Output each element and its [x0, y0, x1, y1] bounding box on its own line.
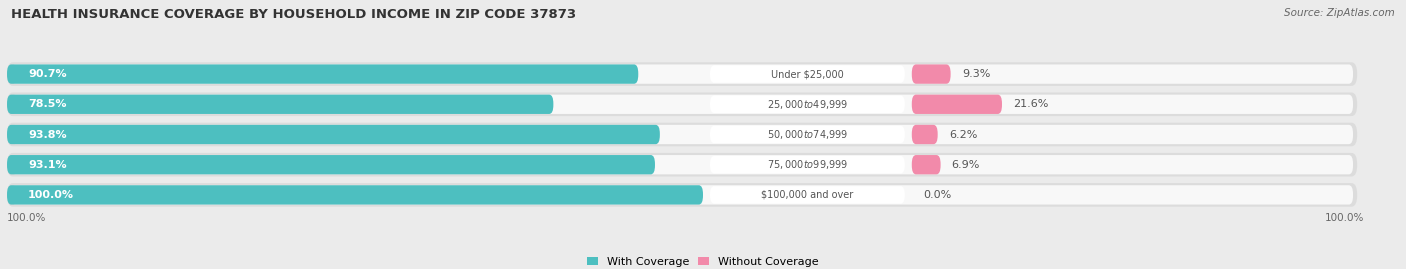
Text: 90.7%: 90.7% — [28, 69, 66, 79]
FancyBboxPatch shape — [7, 155, 655, 174]
Text: $50,000 to $74,999: $50,000 to $74,999 — [766, 128, 848, 141]
Text: $100,000 and over: $100,000 and over — [761, 190, 853, 200]
Text: 93.1%: 93.1% — [28, 160, 66, 170]
FancyBboxPatch shape — [11, 185, 1353, 204]
FancyBboxPatch shape — [710, 156, 905, 174]
Text: 100.0%: 100.0% — [1324, 213, 1364, 222]
FancyBboxPatch shape — [7, 153, 1357, 176]
Text: 0.0%: 0.0% — [922, 190, 952, 200]
Text: 93.8%: 93.8% — [28, 129, 66, 140]
FancyBboxPatch shape — [912, 125, 938, 144]
Text: Under $25,000: Under $25,000 — [770, 69, 844, 79]
FancyBboxPatch shape — [912, 95, 1002, 114]
FancyBboxPatch shape — [11, 155, 1353, 174]
FancyBboxPatch shape — [11, 65, 1353, 84]
Text: Source: ZipAtlas.com: Source: ZipAtlas.com — [1284, 8, 1395, 18]
FancyBboxPatch shape — [912, 65, 950, 84]
FancyBboxPatch shape — [7, 125, 659, 144]
FancyBboxPatch shape — [710, 126, 905, 143]
FancyBboxPatch shape — [710, 186, 905, 204]
Text: 100.0%: 100.0% — [28, 190, 75, 200]
Text: 100.0%: 100.0% — [7, 213, 46, 222]
FancyBboxPatch shape — [7, 95, 554, 114]
FancyBboxPatch shape — [7, 183, 1357, 207]
Legend: With Coverage, Without Coverage: With Coverage, Without Coverage — [588, 257, 818, 267]
Text: $75,000 to $99,999: $75,000 to $99,999 — [766, 158, 848, 171]
FancyBboxPatch shape — [11, 95, 1353, 114]
Text: HEALTH INSURANCE COVERAGE BY HOUSEHOLD INCOME IN ZIP CODE 37873: HEALTH INSURANCE COVERAGE BY HOUSEHOLD I… — [11, 8, 576, 21]
FancyBboxPatch shape — [710, 95, 905, 113]
Text: 78.5%: 78.5% — [28, 99, 66, 109]
FancyBboxPatch shape — [7, 65, 638, 84]
Text: 6.2%: 6.2% — [949, 129, 977, 140]
FancyBboxPatch shape — [7, 93, 1357, 116]
Text: 9.3%: 9.3% — [962, 69, 990, 79]
FancyBboxPatch shape — [710, 65, 905, 83]
FancyBboxPatch shape — [7, 185, 703, 204]
Text: 6.9%: 6.9% — [952, 160, 980, 170]
FancyBboxPatch shape — [7, 123, 1357, 146]
Text: 21.6%: 21.6% — [1014, 99, 1049, 109]
FancyBboxPatch shape — [912, 155, 941, 174]
FancyBboxPatch shape — [7, 62, 1357, 86]
FancyBboxPatch shape — [11, 125, 1353, 144]
Text: $25,000 to $49,999: $25,000 to $49,999 — [766, 98, 848, 111]
